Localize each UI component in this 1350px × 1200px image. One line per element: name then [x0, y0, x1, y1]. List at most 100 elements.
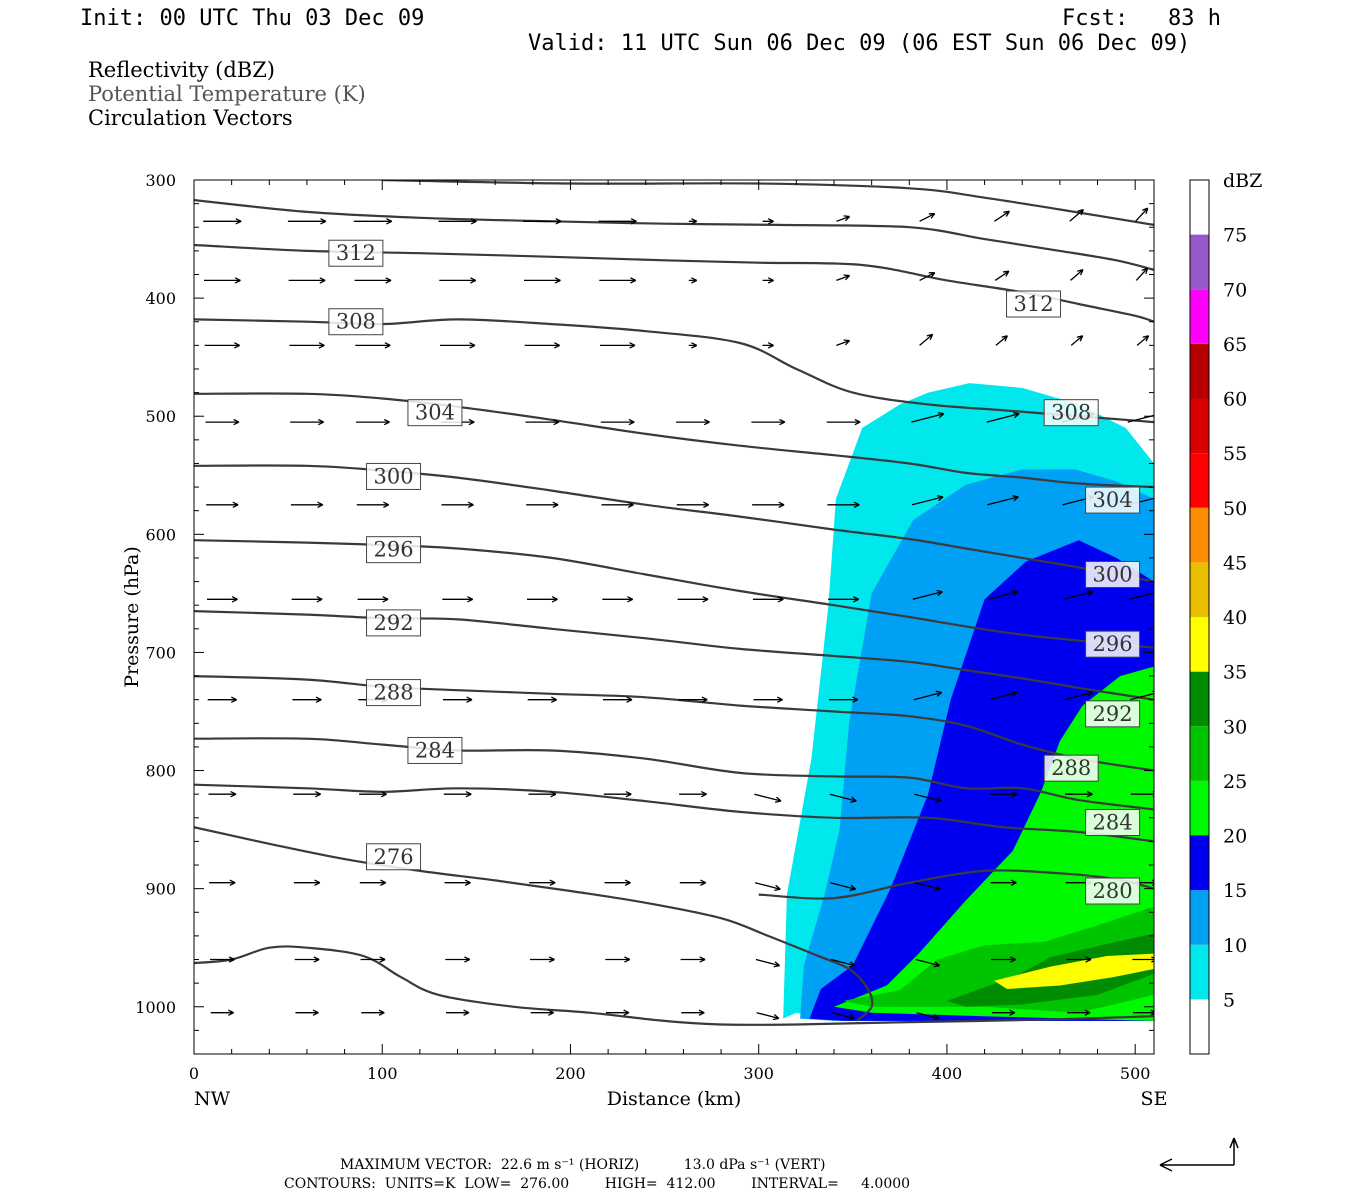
circulation-vector — [525, 418, 560, 426]
circulation-vector — [526, 501, 559, 508]
colorbar-bin — [1190, 617, 1209, 672]
circulation-vector — [293, 879, 321, 886]
y-tick-label: 300 — [145, 171, 176, 190]
circulation-vector — [598, 218, 637, 225]
circulation-vector — [289, 342, 325, 349]
colorbar-bin — [1190, 780, 1209, 836]
circulation-vector — [914, 882, 941, 892]
circulation-vector — [356, 418, 390, 426]
circulation-vector — [530, 956, 555, 963]
y-tick-label: 1000 — [135, 998, 176, 1017]
svg-text:276: 276 — [373, 845, 413, 869]
circulation-vector — [290, 418, 324, 426]
circulation-vector — [1067, 1009, 1091, 1016]
circulation-vector — [354, 277, 392, 284]
circulation-vector — [527, 596, 558, 603]
reference-arrow — [1159, 1137, 1239, 1172]
svg-text:312: 312 — [1013, 292, 1053, 316]
colorbar-label: 10 — [1223, 935, 1247, 957]
circulation-vector — [916, 1012, 940, 1021]
circulation-vector — [688, 277, 698, 284]
circulation-vector — [294, 956, 320, 963]
contour-label-312: 312 — [1006, 290, 1062, 318]
circulation-vector — [994, 210, 1010, 222]
contour-label-288: 288 — [366, 679, 422, 707]
circulation-vector — [911, 411, 945, 423]
circulation-vector — [204, 342, 240, 349]
circulation-vector — [287, 218, 327, 225]
max-vector-note: MAXIMUM VECTOR: 22.6 m s⁻¹ (HORIZ) 13.0 … — [340, 1157, 826, 1173]
circulation-vector — [359, 791, 387, 798]
svg-text:284: 284 — [415, 738, 455, 762]
x-left-label: NW — [194, 1088, 231, 1110]
circulation-vector — [295, 1009, 319, 1016]
circulation-vector — [1063, 589, 1094, 600]
circulation-vector — [444, 879, 471, 886]
forecast-hour: Fcst: 83 h — [1062, 6, 1221, 31]
colorbar-bin — [1190, 398, 1209, 454]
y-tick-label: 900 — [145, 880, 176, 899]
circulation-vector — [678, 696, 708, 703]
circulation-vector — [524, 277, 561, 284]
contour-label-300: 300 — [1085, 560, 1141, 588]
circulation-vector — [919, 212, 936, 222]
colorbar-label: 25 — [1223, 771, 1247, 793]
init-time: Init: 00 UTC Thu 03 Dec 09 — [80, 6, 425, 31]
circulation-vector — [679, 791, 707, 798]
contour-label-292: 292 — [1085, 700, 1141, 728]
circulation-vector — [443, 696, 473, 703]
contour-label-280: 280 — [1085, 877, 1141, 905]
circulation-vector — [438, 218, 477, 225]
contour-label-304: 304 — [407, 399, 463, 427]
colorbar-bin — [1190, 453, 1209, 508]
circulation-vector — [751, 418, 786, 426]
contour-label-312: 312 — [328, 239, 384, 267]
circulation-vector — [995, 335, 1008, 346]
y-tick-label: 800 — [145, 762, 176, 781]
circulation-vector — [676, 501, 710, 508]
circulation-vector — [355, 342, 391, 349]
colorbar-bin — [1190, 999, 1209, 1054]
circulation-vector — [913, 690, 943, 701]
circulation-vector — [290, 501, 324, 508]
svg-text:284: 284 — [1093, 811, 1133, 835]
circulation-vector — [1135, 267, 1149, 281]
theta-contour-280 — [194, 945, 1154, 1026]
x-tick-label: 100 — [367, 1064, 398, 1083]
colorbar-bin — [1190, 944, 1209, 1000]
circulation-vector — [753, 696, 783, 703]
circulation-vector — [440, 342, 476, 349]
contour-label-300: 300 — [366, 462, 422, 490]
x-tick-label: 500 — [1120, 1064, 1151, 1083]
circulation-vector — [827, 501, 860, 508]
svg-text:308: 308 — [1051, 401, 1091, 425]
circulation-vector — [441, 501, 474, 508]
colorbar-bin — [1190, 343, 1209, 399]
circulation-vector — [1135, 207, 1149, 222]
y-tick-label: 600 — [145, 525, 176, 544]
x-tick-label: 200 — [555, 1064, 586, 1083]
circulation-vector — [353, 218, 393, 225]
x-tick-label: 0 — [189, 1064, 199, 1083]
circulation-vector — [991, 956, 1016, 963]
svg-text:304: 304 — [1093, 488, 1133, 512]
circulation-vector — [990, 879, 1017, 886]
circulation-vector — [754, 793, 782, 803]
circulation-vector — [604, 879, 631, 886]
circulation-vector — [836, 339, 851, 347]
svg-text:288: 288 — [1051, 756, 1091, 780]
colorbar-bin — [1190, 835, 1209, 891]
contour-info: CONTOURS: UNITS=K LOW= 276.00 HIGH= 412.… — [284, 1176, 911, 1192]
legend-reflectivity: Reflectivity (dBZ) — [88, 58, 276, 82]
y-axis-label: Pressure (hPa) — [121, 546, 143, 688]
contour-label-304: 304 — [1085, 486, 1141, 514]
circulation-vector — [603, 696, 633, 703]
contour-label-276: 276 — [366, 843, 422, 871]
circulation-vector — [292, 696, 322, 703]
svg-text:296: 296 — [1093, 632, 1133, 656]
circulation-vector — [291, 596, 323, 603]
circulation-vector — [524, 342, 560, 349]
colorbar-title: dBZ — [1223, 170, 1262, 192]
circulation-vector — [288, 277, 326, 284]
